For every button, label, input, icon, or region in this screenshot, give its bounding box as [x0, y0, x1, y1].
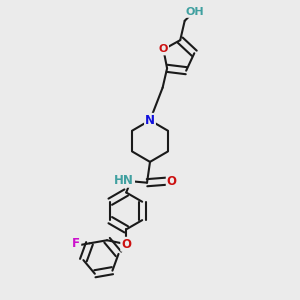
Text: OH: OH — [186, 7, 204, 17]
Text: O: O — [159, 44, 168, 55]
Text: O: O — [167, 175, 177, 188]
Text: HN: HN — [114, 174, 134, 187]
Text: O: O — [121, 238, 131, 251]
Text: N: N — [145, 114, 155, 127]
Text: F: F — [72, 237, 80, 250]
